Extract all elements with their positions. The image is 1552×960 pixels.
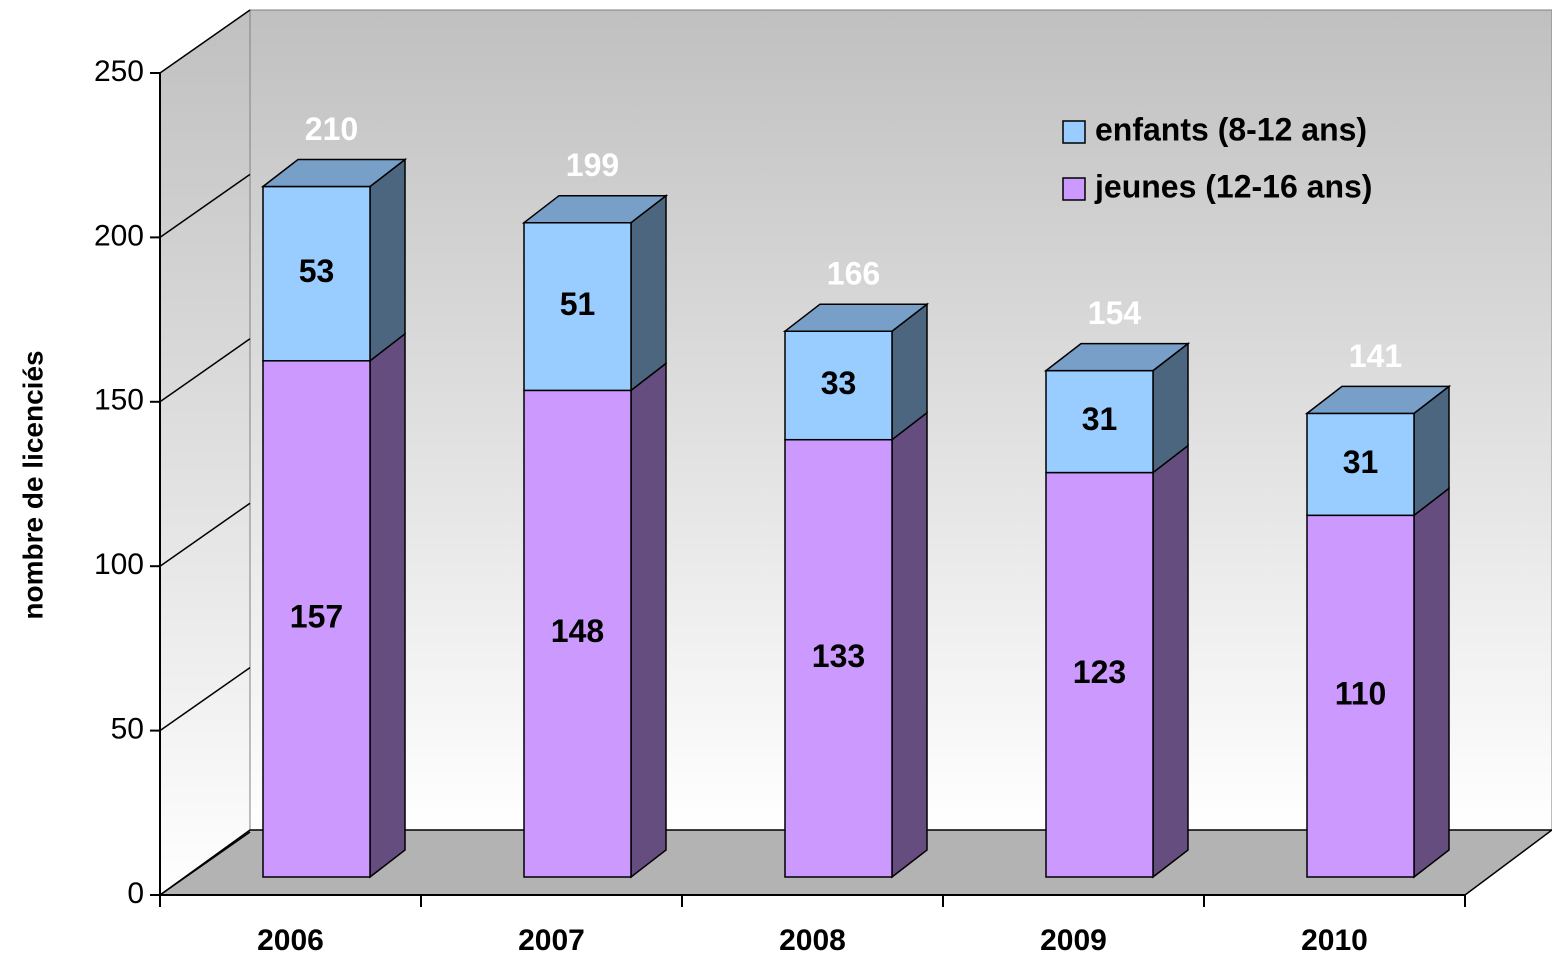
x-tick-label: 2009	[1040, 924, 1107, 957]
bar-top	[782, 303, 930, 332]
bar-value-label: 31	[1343, 444, 1379, 480]
bar-side	[630, 194, 667, 392]
total-label: 141	[1349, 338, 1402, 374]
bar-side	[369, 157, 406, 363]
bar-value-label: 133	[812, 638, 865, 674]
bar-side	[369, 332, 406, 879]
y-tick-label: 150	[94, 384, 144, 417]
bar	[784, 330, 893, 441]
x-tick-label: 2008	[779, 924, 846, 957]
total-label: 199	[566, 147, 619, 183]
wall-tick	[159, 502, 251, 567]
bar-value-label: 31	[1082, 401, 1118, 437]
y-tick-label: 200	[94, 219, 144, 252]
bar-value-label: 123	[1073, 654, 1126, 690]
total-label: 154	[1088, 295, 1142, 331]
total-label: 210	[305, 111, 358, 147]
y-tick-label: 100	[94, 548, 144, 581]
x-tick-label: 2010	[1301, 924, 1368, 957]
y-tick-label: 0	[127, 877, 144, 910]
bar-value-label: 33	[821, 365, 857, 401]
bar-value-label: 110	[1335, 676, 1387, 712]
bar-top	[260, 158, 408, 188]
wall-tick	[159, 666, 251, 732]
legend-swatch	[1062, 177, 1086, 201]
bar	[1045, 369, 1154, 474]
bar-side	[630, 361, 667, 879]
wall-tick	[159, 338, 251, 403]
x-tick-label: 2006	[257, 924, 324, 957]
y-axis-label: nombre de licenciés	[17, 350, 48, 619]
wall-tick	[159, 831, 251, 896]
bar	[523, 221, 632, 392]
bar	[1045, 471, 1154, 878]
bar	[1306, 514, 1415, 878]
wall-tick	[159, 9, 251, 74]
bar-side	[891, 411, 928, 879]
bar-top	[1043, 342, 1191, 372]
bar-top	[1304, 385, 1452, 415]
bar	[262, 185, 371, 362]
bar	[523, 389, 632, 878]
bar	[1306, 412, 1415, 517]
bar-value-label: 148	[551, 613, 604, 649]
bar	[784, 438, 893, 878]
legend-label: jeunes (12-16 ans)	[1094, 168, 1372, 204]
bar-value-label: 53	[299, 253, 335, 289]
y-tick-label: 250	[94, 55, 144, 88]
bar-top	[521, 194, 669, 224]
bar	[262, 360, 371, 878]
total-label: 166	[827, 256, 880, 292]
bar-value-label: 51	[560, 286, 596, 322]
x-tick-label: 2007	[518, 924, 585, 957]
legend-swatch	[1062, 120, 1086, 144]
bar-side	[1152, 444, 1189, 879]
y-tick-label: 50	[111, 713, 144, 746]
wall-tick	[159, 173, 251, 239]
bar-side	[1413, 486, 1450, 879]
bar-value-label: 157	[290, 598, 343, 634]
side-wall	[159, 9, 251, 896]
legend-label: enfants (8-12 ans)	[1095, 111, 1367, 147]
